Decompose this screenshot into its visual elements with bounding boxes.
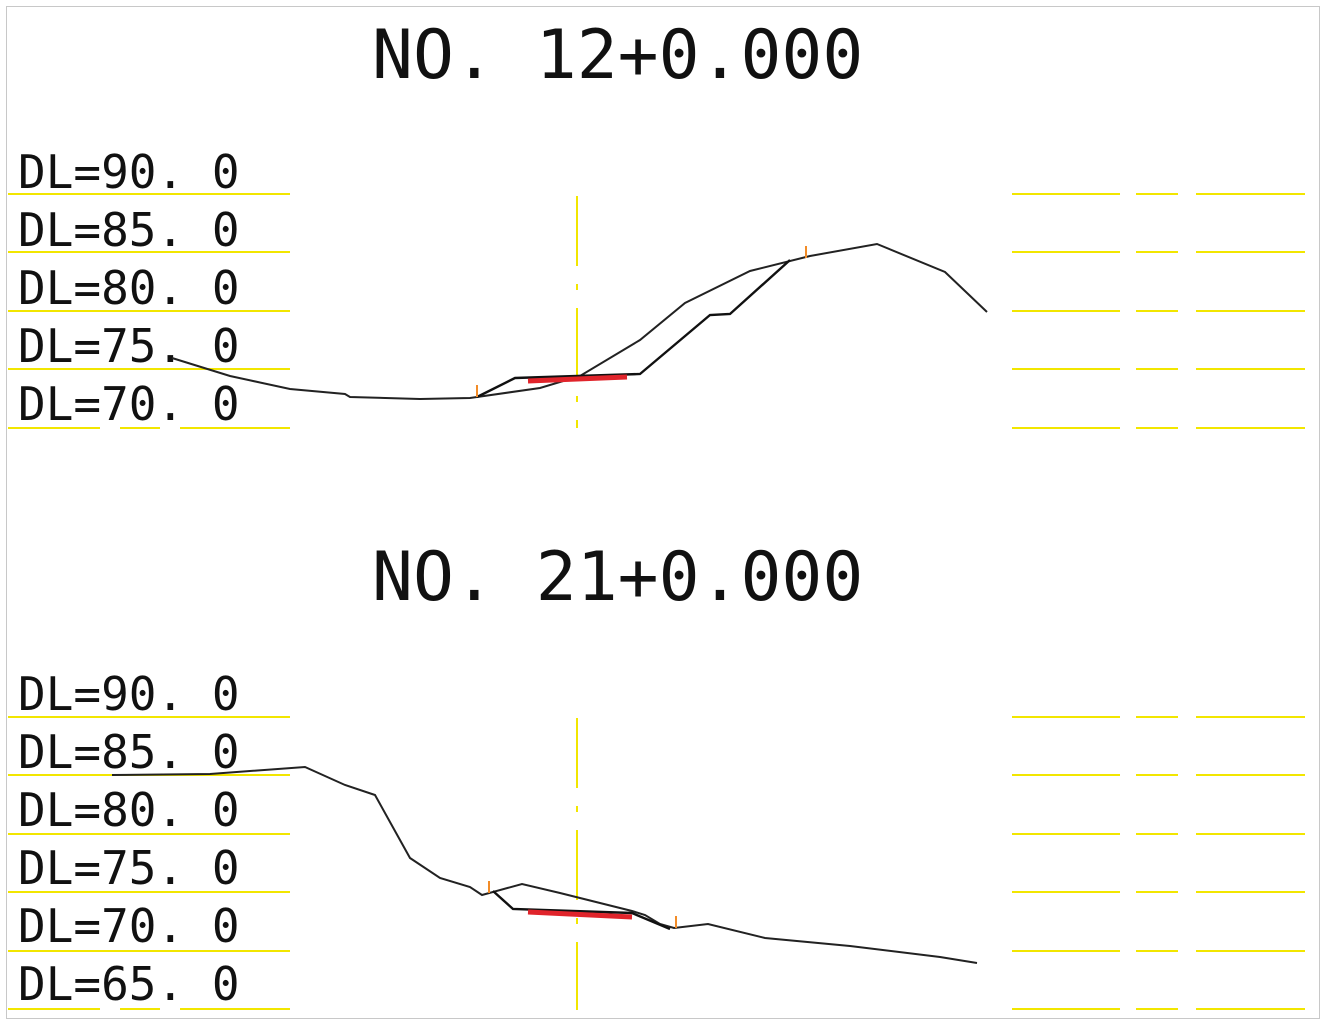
elevation-gridlines bbox=[8, 193, 1305, 429]
elevation-label-70: DL=70. 0 bbox=[18, 899, 240, 953]
elevation-label-90: DL=90. 0 bbox=[18, 145, 240, 199]
design-section-line bbox=[492, 890, 671, 931]
elevation-label-70: DL=70. 0 bbox=[18, 377, 240, 431]
section-title: NO. 21+0.000 bbox=[372, 538, 863, 617]
elevation-label-85: DL=85. 0 bbox=[18, 725, 240, 779]
pavement bbox=[527, 909, 633, 920]
section-no12: NO. 12+0.000 DL= bbox=[8, 16, 1305, 431]
elevation-label-90: DL=90. 0 bbox=[18, 667, 240, 721]
elevation-label-80: DL=80. 0 bbox=[18, 783, 240, 837]
elevation-label-80: DL=80. 0 bbox=[18, 261, 240, 315]
elevation-label-65: DL=65. 0 bbox=[18, 957, 240, 1011]
pavement bbox=[527, 374, 628, 384]
existing-ground-line bbox=[111, 765, 978, 964]
elevation-label-75: DL=75. 0 bbox=[18, 841, 240, 895]
elevation-label-85: DL=85. 0 bbox=[18, 203, 240, 257]
section-no21: NO. 21+0.000 bbox=[8, 538, 1305, 1011]
design-section-line bbox=[476, 259, 791, 399]
section-title: NO. 12+0.000 bbox=[372, 16, 863, 95]
elevation-label-75: DL=75. 0 bbox=[18, 319, 240, 373]
drawing-frame bbox=[6, 6, 1320, 1019]
